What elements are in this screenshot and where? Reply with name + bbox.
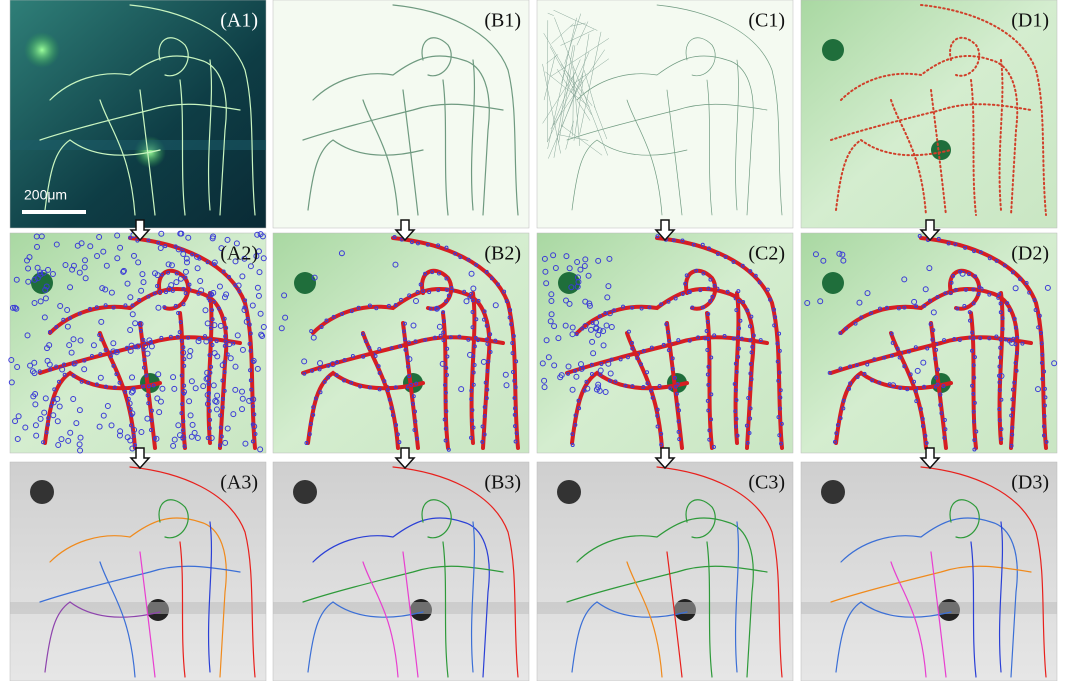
panel: (D2) [801,233,1057,453]
cell-blob [557,480,581,504]
panel: (A2) [9,231,267,453]
band [537,602,793,614]
panel: (D3) [801,462,1057,681]
panel-label: (B2) [484,243,521,265]
panel: (D1) [801,0,1057,228]
panel-label: (C3) [748,472,785,494]
panel: (A1) 200μm [10,0,266,228]
cell-blob [822,39,844,61]
panel-label: (A3) [220,472,258,494]
panel: (B3) [273,462,529,681]
panel-label: (B3) [484,472,521,494]
panel-label: (C1) [748,10,785,32]
panel: (B1) [273,0,529,228]
panel-label: (D2) [1011,243,1049,265]
panel-label: (C2) [748,243,785,265]
cell-blob [31,272,53,294]
band [10,602,266,614]
panel: (C2) [537,233,793,453]
cell-blob [822,272,844,294]
panel: (A3) [10,462,266,681]
band [10,140,266,150]
panel-label: (D1) [1011,10,1049,32]
panel-image [273,0,529,228]
panel-image [537,0,793,228]
panel-label: (D3) [1011,472,1049,494]
cell-blob [821,480,845,504]
cell-blob [293,480,317,504]
figure: (A1) 200μm (B1) (C1) (D1) (A2) (B2) (C2) (D2) (A3… [0,0,1067,681]
cell-blob [24,32,60,68]
scale-bar-label: 200μm [24,187,67,203]
panel-label: (A1) [220,10,258,32]
band [801,602,1057,614]
cell-blob [294,272,316,294]
panel-image [801,0,1057,228]
scale-bar [22,210,86,214]
panel-label: (B1) [484,10,521,32]
cell-blob [30,480,54,504]
panel-label: (A2) [220,243,258,265]
band [273,602,529,614]
panel: (C3) [537,462,793,681]
panel: (C1) [537,0,793,228]
panel: (B2) [273,233,529,453]
